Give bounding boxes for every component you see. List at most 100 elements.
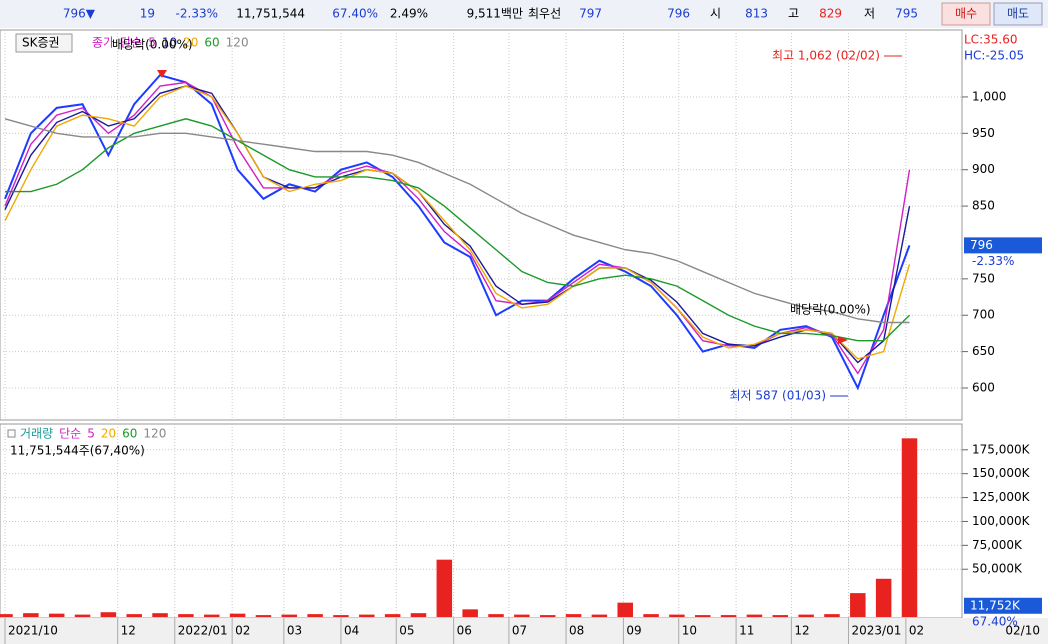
current-price: 796 [970,238,993,252]
name-box [15,33,73,53]
y-tick-label: 850 [972,199,995,213]
legend-entry: 종가 [92,36,114,50]
volume-bar [746,614,763,617]
legend-entry: 120 [226,36,249,50]
volume-bar [384,614,401,617]
current-volume: 11,752K [970,598,1021,612]
volume-bar [462,609,478,617]
low: 795 [895,7,918,21]
open-label: 시 [710,7,721,21]
volume-bar [539,615,556,617]
volume-bar [74,614,91,617]
legend-entry: 20 [183,36,198,50]
volume-bar [824,614,840,617]
volume-bar [643,614,659,617]
volume-bar [850,593,866,617]
turnover: 2.49% [390,7,428,21]
x-tick-label: 12 [121,624,136,638]
x-tick-label: 2021/10 [8,624,58,638]
volume-ratio-label: 67.40% [972,614,1018,628]
volume-bar [436,559,453,617]
volume-bar [152,613,168,617]
volume-bar [178,614,194,617]
annotation: 최고 1,062 (02/02) [772,49,880,63]
legend-entry: 5 [148,36,156,50]
volume-bar [875,578,892,617]
volume-bar [0,614,13,617]
change-pct: -2.33% [176,7,218,21]
annotation-arrow [838,336,848,344]
price-line [5,118,910,342]
sell-button[interactable] [993,2,1043,26]
volume-bar [488,614,504,617]
x-tick-label: 09 [626,624,641,638]
open: 813 [745,7,768,21]
volume-subtitle: 11,751,544주(67,40%) [10,444,145,458]
price-panel [0,29,963,421]
volume-bar [333,615,349,617]
volume-bar [307,614,323,617]
volume-bar [281,614,298,617]
y-tick-label: 650 [972,344,995,358]
y-tick-label: 50,000K [972,562,1023,576]
volume-ratio: 67.40% [332,7,378,21]
y-tick-label: 750 [972,271,995,285]
y-tick-label: 950 [972,126,995,140]
annotation: 배당락(0.00%) [790,303,871,317]
y-tick-label: 100,000K [972,514,1031,528]
high: 829 [819,7,842,21]
legend-box [7,429,16,438]
bid: 796 [667,7,690,21]
x-tick-label: 06 [457,624,472,638]
low-label: 저 [864,7,875,21]
y-tick-label: 600 [972,380,995,394]
volume-bar [617,602,633,617]
buy-button[interactable] [941,2,991,26]
sell-label[interactable]: 매도 [1007,7,1029,21]
legend-entry: 20 [101,427,116,441]
legend-method: 단순 [59,427,81,441]
price: 796▼ [63,7,96,21]
current-price-box [964,237,1042,254]
lc-label: LC:35.60 [964,33,1017,47]
volume: 11,751,544 [236,7,305,21]
x-tick-label: 2022/01 [178,624,228,638]
price-line [4,85,911,360]
volume-bar [255,615,272,617]
legend-entry: 60 [204,36,219,50]
best-label: 최우선 [528,7,561,21]
volume-bar [514,614,530,617]
volume-bar [565,614,582,617]
y-tick-label: 150,000K [972,466,1031,480]
volume-bar [126,614,142,617]
volume-bar [591,614,608,617]
y-tick-label: 1,000 [972,89,1006,103]
volume-bar [669,614,685,617]
volume-bar [48,613,65,617]
ask: 797 [579,7,602,21]
volume-bar [100,612,117,617]
x-end-label: 02/10 [1005,624,1040,638]
y-tick-label: 900 [972,162,995,176]
name-box-label: SK증권 [22,36,60,50]
hc-label: HC:-25.05 [964,49,1024,63]
legend-entry: 120 [143,427,166,441]
y-tick-label: 125,000K [972,490,1031,504]
volume-bar [798,614,814,617]
x-tick-label: 11 [739,624,754,638]
x-tick-label: 07 [512,624,527,638]
y-tick-label: 700 [972,308,995,322]
volume-bar [359,614,375,617]
x-tick-label: 02 [909,624,924,638]
x-tick-label: 12 [794,624,809,638]
volume-bar [695,615,711,617]
quote-bar [0,0,1048,28]
annotation: 최저 587 (01/03) [729,389,826,403]
volume-bar [203,614,220,617]
buy-label[interactable]: 매수 [955,7,977,21]
x-tick-label: 03 [287,624,302,638]
y-tick-label: 175,000K [972,442,1031,456]
price-line [4,118,910,324]
volume-bar [901,438,918,617]
